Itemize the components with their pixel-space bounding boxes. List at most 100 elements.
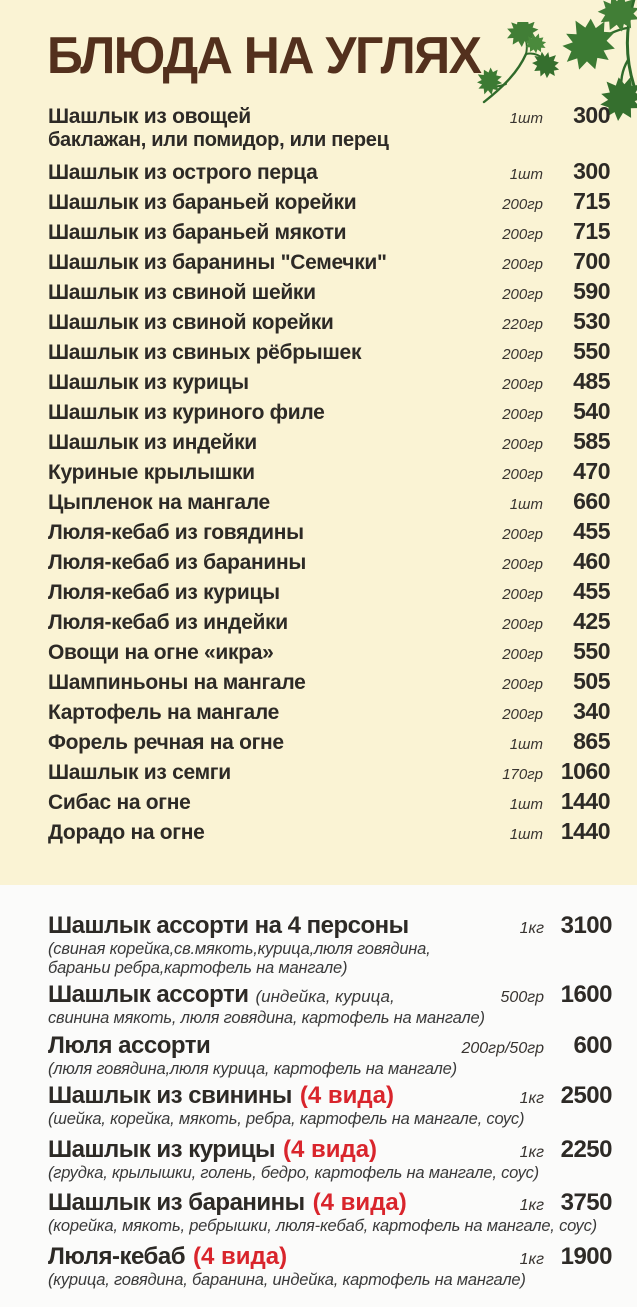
menu-item-price: 1440 xyxy=(560,818,611,844)
menu-item-weight: 220гр xyxy=(502,316,543,333)
combo-item-header: Шашлык ассорти (индейка, курица, 500гр 1600 xyxy=(48,981,613,1009)
menu-item-name-cell: Шашлык из овощей баклажан, или помидор, и… xyxy=(48,102,510,151)
combo-item-name: Шашлык из свинины xyxy=(48,1082,292,1109)
menu-item-price: 300 xyxy=(573,102,610,128)
menu-item-weight: 200гр xyxy=(502,286,543,303)
menu-item-row: Шашлык из индейки 200гр 585 xyxy=(48,428,611,458)
menu-item-name-cell: Люля-кебаб из баранины xyxy=(48,548,502,578)
combo-item-header: Шашлык из курицы (4 вида) 1кг 2250 xyxy=(48,1135,613,1164)
menu-item-name-cell: Сибас на огне xyxy=(48,788,510,818)
menu-item-weight: 200гр xyxy=(502,646,543,663)
combo-item-header: Люля ассорти 200гр/50гр 600 xyxy=(48,1032,613,1060)
menu-item-name-cell: Овощи на огне «икра» xyxy=(48,638,502,668)
menu-item-weight: 200гр xyxy=(502,706,543,723)
menu-item-name-cell: Цыпленок на мангале xyxy=(48,488,510,518)
menu-item-name-cell: Картофель на мангале xyxy=(48,698,502,728)
menu-item-row: Шашлык из курицы 200гр 485 xyxy=(48,368,611,398)
combo-item-variant-badge: (4 вида) xyxy=(282,1135,378,1163)
combo-item-price: 2250 xyxy=(560,1135,613,1163)
combo-item-price: 1900 xyxy=(560,1242,613,1270)
menu-item-weight: 1шт xyxy=(509,166,543,183)
menu-item-name-cell: Шашлык из острого перца xyxy=(48,158,510,188)
menu-item-name: Шашлык из курицы xyxy=(48,371,249,394)
menu-item-name-cell: Дорадо на огне xyxy=(48,818,510,848)
menu-item-price: 425 xyxy=(573,608,610,634)
menu-item-name-cell: Шашлык из индейки xyxy=(48,428,502,458)
menu-item-row: Шашлык из семги 170гр 1060 xyxy=(48,758,611,788)
menu-item-name-cell: Куриные крылышки xyxy=(48,458,502,488)
menu-item-row: Шашлык из бараньей корейки 200гр 715 xyxy=(48,188,611,218)
menu-item-name-cell: Шашлык из семги xyxy=(48,758,502,788)
menu-item-row: Шашлык из овощей баклажан, или помидор, и… xyxy=(48,102,611,158)
menu-item-weight: 200гр xyxy=(502,556,543,573)
combo-item-weight: 1кг xyxy=(519,1143,544,1161)
menu-item-price: 455 xyxy=(573,578,610,604)
combo-item-description: (свиная корейка,св.мякоть,курица,люля го… xyxy=(48,940,431,958)
menu-item-name: Люля-кебаб из индейки xyxy=(48,611,288,634)
combo-item-name: Шашлык из курицы xyxy=(48,1135,275,1163)
menu-item-name: Шашлык из индейки xyxy=(48,431,257,454)
menu-item-weight: 200гр xyxy=(502,466,543,483)
combo-item-name: Люля-кебаб xyxy=(48,1242,186,1270)
menu-item-name: Люля-кебаб из баранины xyxy=(48,551,307,574)
combo-item-price: 1600 xyxy=(560,981,613,1008)
combo-item-weight: 1кг xyxy=(519,1250,544,1268)
combo-item-description: (люля говядина,люля курица, картофель на… xyxy=(48,1059,457,1078)
menu-item-row: Люля-кебаб из говядины 200гр 455 xyxy=(48,518,611,548)
menu-item-name: Сибас на огне xyxy=(48,791,191,814)
menu-item-weight: 200гр xyxy=(502,226,543,243)
menu-item-name-cell: Шашлык из свиной шейки xyxy=(48,278,502,308)
menu-item-name: Шампиньоны на мангале xyxy=(48,671,306,694)
menu-item-name: Шашлык из куриного филе xyxy=(48,401,325,424)
menu-item-name: Шашлык из овощей xyxy=(48,105,251,128)
menu-item-name-cell: Форель речная на огне xyxy=(48,728,510,758)
combo-item-inline-description: (индейка, курица, xyxy=(255,987,395,1006)
menu-item-row: Шашлык из куриного филе 200гр 540 xyxy=(48,398,611,428)
menu-item-price: 340 xyxy=(573,698,610,724)
menu-item-name-cell: Люля-кебаб из индейки xyxy=(48,608,502,638)
menu-item-name-cell: Люля-кебаб из курицы xyxy=(48,578,502,608)
menu-item-name-cell: Шампиньоны на мангале xyxy=(48,668,502,698)
combo-item-row: Шашлык из свинины (4 вида) 1кг 2500 (шейка, … xyxy=(48,1082,613,1129)
menu-item-row: Шампиньоны на мангале 200гр 505 xyxy=(48,668,611,698)
menu-item-price: 1440 xyxy=(560,788,611,814)
menu-item-price: 865 xyxy=(573,728,610,754)
menu-item-row: Сибас на огне 1шт 1440 xyxy=(48,788,611,818)
menu-item-price: 455 xyxy=(573,518,610,544)
combo-item-price: 3100 xyxy=(560,912,613,939)
combo-item-row: Шашлык из курицы (4 вида) 1кг 2250 (грудка, … xyxy=(48,1135,613,1183)
charcoal-dishes-section: БЛЮДА НА УГЛЯХ Шашлык из овощей баклажан,… xyxy=(0,0,637,885)
menu-item-name-cell: Шашлык из курицы xyxy=(48,368,502,398)
page-title: БЛЮДА НА УГЛЯХ xyxy=(47,27,482,85)
menu-item-price: 485 xyxy=(573,368,610,394)
menu-item-row: Цыпленок на мангале 1шт 660 xyxy=(48,488,611,518)
menu-item-name: Форель речная на огне xyxy=(48,731,284,754)
parsley-leaf-icon xyxy=(472,22,560,104)
menu-item-price: 550 xyxy=(573,638,610,664)
combo-item-weight: 500гр xyxy=(500,989,544,1006)
menu-item-name: Цыпленок на мангале xyxy=(48,491,270,514)
menu-item-row: Овощи на огне «икра» 200гр 550 xyxy=(48,638,611,668)
menu-item-weight: 200гр xyxy=(502,346,543,363)
combo-item-description: (корейка, мякоть, ребрышки, люля-кебаб, … xyxy=(48,1217,597,1235)
menu-item-row: Куриные крылышки 200гр 470 xyxy=(48,458,611,488)
menu-item-weight: 200гр xyxy=(502,676,543,693)
menu-item-weight: 170гр xyxy=(502,766,543,783)
combo-item-weight: 1кг xyxy=(519,1197,544,1214)
menu-item-price: 715 xyxy=(573,218,610,244)
menu-item-weight: 200гр xyxy=(502,436,543,453)
menu-item-price: 530 xyxy=(573,308,610,334)
menu-item-name: Шашлык из свиной корейки xyxy=(48,311,334,334)
combo-item-header: Шашлык из свинины (4 вида) 1кг 2500 xyxy=(48,1082,613,1110)
menu-item-row: Форель речная на огне 1шт 865 xyxy=(48,728,611,758)
combo-item-weight: 1кг xyxy=(519,920,544,937)
menu-item-price: 660 xyxy=(573,488,610,514)
menu-item-subtitle: баклажан, или помидор, или перец xyxy=(48,129,389,151)
menu-item-weight: 200гр xyxy=(502,376,543,393)
menu-item-row: Шашлык из острого перца 1шт 300 xyxy=(48,158,611,188)
combo-item-row: Шашлык ассорти (индейка, курица, 500гр 1600… xyxy=(48,981,613,1028)
combo-item-row: Шашлык из баранины (4 вида) 1кг 3750 (корейк… xyxy=(48,1189,613,1236)
combo-item-description: (курица, говядина, баранина, индейка, ка… xyxy=(48,1270,526,1289)
menu-item-name: Шашлык из семги xyxy=(48,761,231,784)
